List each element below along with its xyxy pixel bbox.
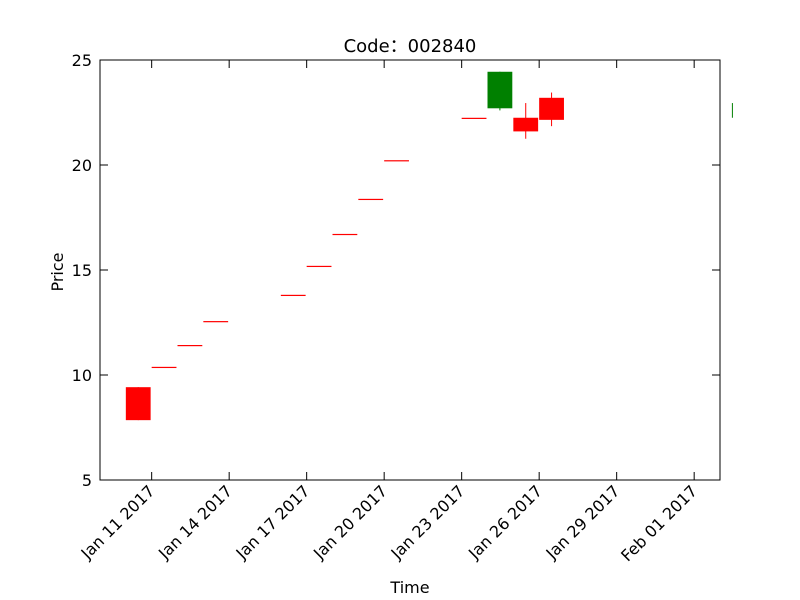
candle-body (384, 160, 409, 162)
candle-body (203, 321, 229, 323)
y-tick-label: 5 (82, 471, 92, 490)
x-axis-label: Time (389, 578, 429, 597)
candle-body (177, 345, 203, 347)
candle (487, 71, 513, 111)
candle-body (487, 71, 513, 109)
y-axis-label: Price (48, 252, 67, 291)
candle (358, 198, 384, 201)
x-tick-label: Jan 23 2017 (387, 481, 469, 563)
candle-body (332, 233, 358, 236)
x-tick-label: Jan 20 2017 (309, 481, 391, 563)
candle (306, 265, 332, 268)
y-tick-label: 25 (72, 51, 92, 70)
candle-body (358, 198, 384, 201)
x-tick-label: Jan 26 2017 (464, 481, 546, 563)
candle (203, 321, 229, 323)
candle-body (539, 97, 564, 120)
chart-title: Code：002840 (344, 36, 477, 57)
x-tick-label: Jan 14 2017 (154, 481, 236, 563)
plot-area-frame (99, 59, 721, 481)
y-tick-label: 10 (72, 366, 92, 385)
candle (280, 294, 306, 297)
y-tick-label: 20 (72, 156, 92, 175)
x-tick-label: Jan 11 2017 (77, 481, 159, 563)
x-tick-label: Jan 17 2017 (232, 481, 314, 563)
x-tick-label: Jan 29 2017 (542, 481, 624, 563)
x-tick-label: Feb 01 2017 (617, 481, 701, 565)
candle-body (280, 294, 306, 297)
candle (461, 117, 487, 119)
candle (332, 233, 358, 236)
candle-body (151, 366, 177, 369)
candle-series (125, 71, 733, 421)
candle (125, 387, 151, 421)
candle-body (513, 117, 539, 132)
candle-body (461, 117, 487, 119)
candle (513, 103, 539, 139)
candle-body (306, 265, 332, 268)
candle (177, 345, 203, 347)
candle (151, 366, 177, 369)
candle (384, 160, 409, 162)
candle (539, 92, 564, 127)
y-tick-label: 15 (72, 261, 92, 280)
candle-body (125, 387, 151, 421)
y-axis: 5 10 15 20 25 (72, 51, 720, 490)
